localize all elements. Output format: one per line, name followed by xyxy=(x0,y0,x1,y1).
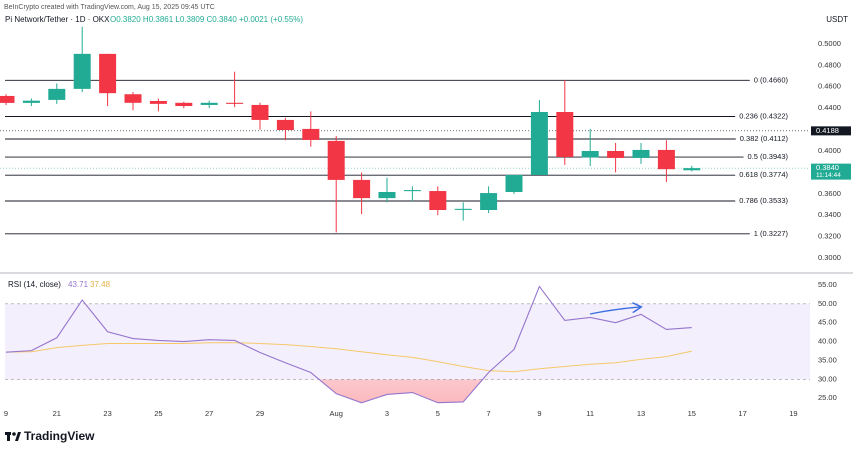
y-tick-label: 0.3600 xyxy=(818,189,841,198)
candle-body xyxy=(48,88,66,100)
candle-body xyxy=(454,208,472,210)
y-tick-label: 0.5000 xyxy=(818,39,841,48)
candle-body xyxy=(657,149,675,170)
x-tick-label: 7 xyxy=(487,409,491,418)
symbol: Pi Network/Tether · 1D · OKX xyxy=(5,15,110,24)
logo: TradingView xyxy=(5,429,95,443)
x-tick-label: 27 xyxy=(205,409,213,418)
fib-label: 0.786 (0.3533) xyxy=(739,196,788,205)
y-tick-label: 0.4000 xyxy=(818,146,841,155)
x-tick-label: 3 xyxy=(385,409,389,418)
candle-body xyxy=(0,95,15,103)
y-tick-label: 0.4800 xyxy=(818,60,841,69)
candle-body xyxy=(683,168,701,171)
candle-body xyxy=(403,190,421,192)
x-tick-label: 9 xyxy=(537,409,541,418)
candle-body xyxy=(175,102,193,107)
rsi-tick-label: 35.00 xyxy=(818,355,837,364)
y-tick-label: 0.3400 xyxy=(818,210,841,219)
fib-label: 1 (0.3227) xyxy=(754,229,789,238)
oversold-fill xyxy=(6,379,692,403)
price-marker-label: 0.3840 xyxy=(816,163,839,172)
rsi-tick-label: 45.00 xyxy=(818,318,837,327)
rsi-tick-label: 25.00 xyxy=(818,393,837,402)
x-tick-label: 13 xyxy=(637,409,645,418)
rsi-tick-label: 55.00 xyxy=(818,280,837,289)
candle-body xyxy=(226,102,244,104)
candle-body xyxy=(480,193,498,210)
x-tick-label: 9 xyxy=(4,409,8,418)
candle-body xyxy=(276,119,294,131)
x-tick-label: 11 xyxy=(586,409,594,418)
y-tick-label: 0.4400 xyxy=(818,103,841,112)
rsi-value: 43.71 xyxy=(68,280,89,289)
candle-body xyxy=(73,53,91,89)
rsi-title: RSI (14, close) xyxy=(8,280,61,289)
rsi-tick-label: 40.00 xyxy=(818,337,837,346)
rsi-line xyxy=(5,285,692,404)
plot: 0.5000 0.4800 0.4600 0.4400 0.4000 0.3600 0.34… xyxy=(0,26,851,418)
candle-body xyxy=(124,94,142,103)
x-tick-label: Aug xyxy=(330,409,343,418)
rsi-line xyxy=(5,342,692,373)
x-tick-label: 23 xyxy=(103,409,111,418)
x-tick-label: 19 xyxy=(789,409,797,418)
fib-label: 0.5 (0.3943) xyxy=(748,152,789,161)
price-marker-label: 0.4188 xyxy=(816,126,839,135)
x-tick-label: 21 xyxy=(53,409,61,418)
countdown: 11:14:44 xyxy=(816,172,841,179)
fib-label: 0.236 (0.4322) xyxy=(739,111,788,120)
candle-body xyxy=(581,150,599,158)
rsi-tick-label: 50.00 xyxy=(818,299,837,308)
candle-body xyxy=(251,104,269,120)
ohlc-values: O0.3820 H0.3861 L0.3809 C0.3840 +0.0021 … xyxy=(110,15,303,24)
candle-body xyxy=(505,174,523,193)
x-tick-label: 15 xyxy=(688,409,696,418)
candle-body xyxy=(302,128,320,140)
candle-body xyxy=(378,192,396,199)
fib-label: 0.382 (0.4112) xyxy=(740,134,789,143)
candle-body xyxy=(99,53,117,94)
fib-label: 0.618 (0.3774) xyxy=(739,170,788,179)
candle-body xyxy=(327,140,345,180)
rsi-band-fill xyxy=(5,303,810,380)
rsi-tick-label: 30.00 xyxy=(818,374,837,383)
price-marker xyxy=(811,126,851,136)
header: BeInCrypto created with TradingView.com,… xyxy=(4,4,215,11)
candle-body xyxy=(353,179,371,199)
x-tick-label: 29 xyxy=(256,409,264,418)
candle-body xyxy=(632,149,650,158)
trend-arrow xyxy=(589,307,640,315)
candle-body xyxy=(556,112,574,157)
x-tick-label: 17 xyxy=(738,409,746,418)
candle-body xyxy=(530,112,548,175)
candle-body xyxy=(429,191,447,210)
candle-body xyxy=(607,150,625,158)
logo-text: TradingView xyxy=(24,429,95,443)
candle-body xyxy=(200,102,218,105)
x-tick-label: 25 xyxy=(154,409,162,418)
y-tick-label: 0.4600 xyxy=(818,82,841,91)
x-tick-label: 5 xyxy=(436,409,440,418)
rsi-ma-value: 37.48 xyxy=(90,280,111,289)
price-marker xyxy=(811,163,851,180)
y-tick-label: 0.3200 xyxy=(818,232,841,241)
candle-body xyxy=(22,100,40,103)
y-tick-label: 0.3000 xyxy=(818,253,841,262)
currency: USDT xyxy=(826,15,848,24)
candle-body xyxy=(149,100,167,104)
fib-label: 0 (0.4660) xyxy=(754,75,789,84)
